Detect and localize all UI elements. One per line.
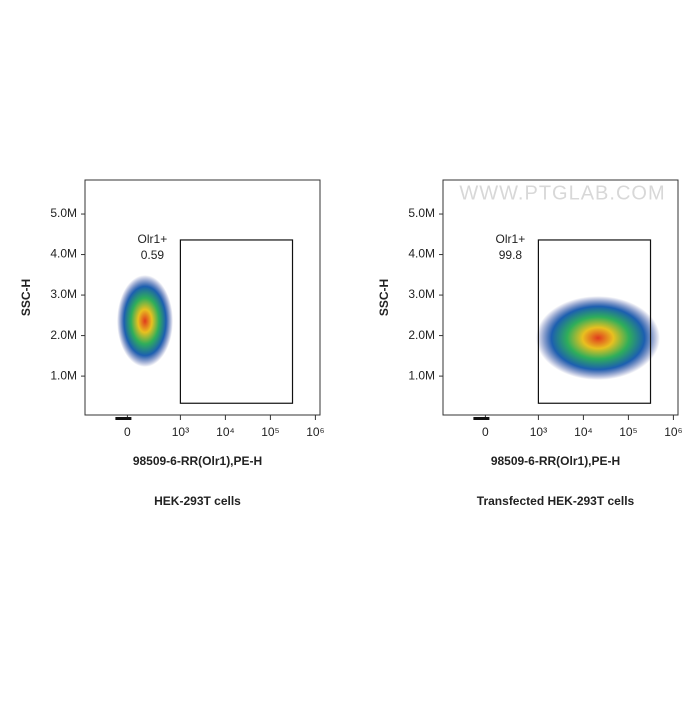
y-tick-label: 1.0M [50,368,77,382]
gate-percent: 99.8 [499,248,523,262]
x-axis-title: 98509-6-RR(Olr1),PE-H [491,454,620,468]
x-tick-label: 10⁴ [216,425,235,439]
zero-marks [115,417,132,420]
y-tick-label: 2.0M [50,328,77,342]
watermark: WWW.PTGLAB.COM [459,182,665,204]
density-cloud [536,296,660,380]
x-tick-label: 10³ [172,425,189,439]
x-tick-label: 10³ [530,425,547,439]
y-tick-label: 4.0M [50,247,77,261]
y-axis-title: SSC-H [19,279,33,316]
y-tick-label: 2.0M [408,328,435,342]
caption: Transfected HEK-293T cells [477,494,635,508]
x-tick-label: 10⁶ [306,425,324,439]
x-tick-label: 10⁵ [261,425,279,439]
density-cloud [117,275,173,367]
y-tick-label: 3.0M [408,287,435,301]
gate [179,239,294,404]
plot-frame [84,179,321,416]
gate [537,239,652,404]
x-axis-title: 98509-6-RR(Olr1),PE-H [133,454,262,468]
zero-marks [473,417,490,420]
x-tick-label: 10⁶ [664,425,682,439]
y-tick-label: 1.0M [408,368,435,382]
x-tick-label: 10⁵ [619,425,637,439]
y-tick-label: 5.0M [50,206,77,220]
plot-frame [442,179,679,416]
gate-percent: 0.59 [141,248,165,262]
x-tick-label: 0 [124,425,131,439]
y-axis-title: SSC-H [377,279,391,316]
caption: HEK-293T cells [154,494,241,508]
x-tick-label: 10⁴ [574,425,593,439]
x-tick-label: 0 [482,425,489,439]
y-tick-label: 3.0M [50,287,77,301]
y-tick-label: 5.0M [408,206,435,220]
gate-name: Olr1+ [496,232,526,246]
gate-name: Olr1+ [138,232,168,246]
y-tick-label: 4.0M [408,247,435,261]
